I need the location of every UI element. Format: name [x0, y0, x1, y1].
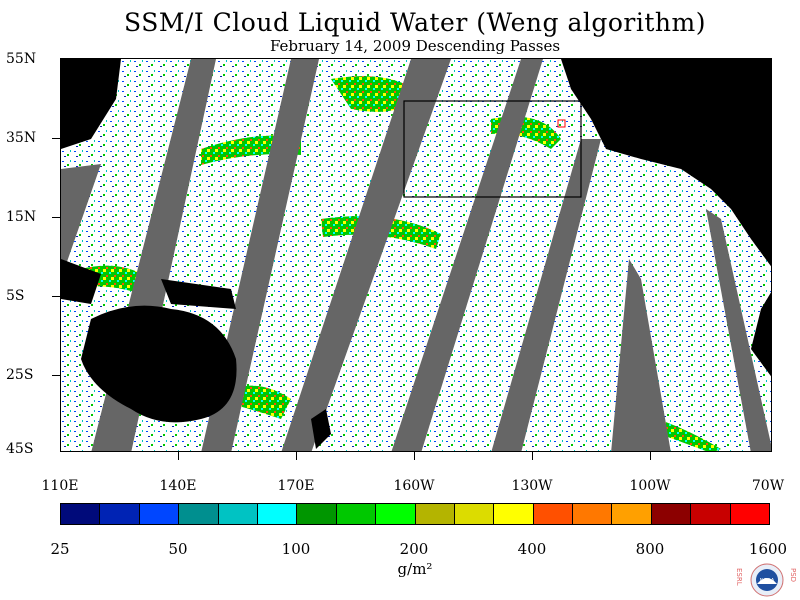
units-label: g/m²: [397, 560, 433, 578]
swath-gap: [391, 59, 543, 451]
lat-tick: [52, 138, 60, 139]
cloud-band: [231, 385, 291, 419]
south-america-land: [751, 292, 771, 377]
logo-center-text: NOAA: [760, 578, 775, 584]
new-guinea-land: [161, 279, 236, 309]
lat-tick: [52, 375, 60, 376]
colorbar-label-25: 25: [50, 540, 70, 558]
page-title: SSM/I Cloud Liquid Water (Weng algorithm…: [124, 8, 706, 37]
colorbar-segment-14: [612, 504, 652, 524]
colorbar-segment-5: [257, 504, 298, 524]
noaa-esrl-psd-logo: ESRL NOAA PSD: [735, 563, 797, 597]
colorbar-label-50: 50: [168, 540, 188, 558]
colorbar-segment-0: [61, 504, 101, 524]
southeast-asia-land: [61, 259, 101, 304]
colorbar-segment-13: [573, 504, 613, 524]
new-zealand-land: [311, 409, 331, 449]
colorbar-label-800: 800: [635, 540, 665, 558]
lat-label-15n: 15N: [6, 209, 37, 225]
colorbar-segment-16: [691, 504, 731, 524]
red-marker: [557, 119, 566, 128]
colorbar-segment-17: [730, 504, 770, 524]
lon-tick: [414, 452, 415, 460]
swath-gap: [61, 164, 101, 279]
page-subtitle: February 14, 2009 Descending Passes: [269, 37, 561, 55]
logo-right-text: PSD: [789, 568, 797, 582]
lon-tick: [532, 452, 533, 460]
lon-label-170e: 170E: [277, 478, 315, 494]
lon-label-110e: 110E: [41, 478, 79, 494]
colorbar-segment-1: [100, 504, 140, 524]
colorbar-segment-3: [179, 504, 219, 524]
swath-gap: [706, 209, 771, 451]
lat-label-5s: 5S: [6, 288, 25, 304]
lon-label-70w: 70W: [751, 478, 785, 494]
colorbar-segment-11: [494, 504, 534, 524]
australia-land: [81, 305, 237, 423]
colorbar-segment-8: [376, 504, 416, 524]
logo-left-text: ESRL: [735, 568, 743, 586]
lat-label-25s: 25S: [6, 367, 34, 383]
colorbar-segment-15: [651, 504, 692, 524]
north-america-land: [561, 59, 771, 267]
swath-gap: [281, 59, 451, 451]
colorbar-segment-12: [533, 504, 574, 524]
lat-tick: [52, 296, 60, 297]
lon-tick: [650, 452, 651, 460]
colorbar-segment-10: [454, 504, 495, 524]
colorbar-label-100: 100: [281, 540, 311, 558]
colorbar-segment-6: [297, 504, 337, 524]
colorbar-segment-2: [139, 504, 180, 524]
swath-gap: [611, 259, 671, 451]
colorbar-label-200: 200: [399, 540, 429, 558]
colorbar-label-1600: 1600: [748, 540, 788, 558]
lon-label-130w: 130W: [511, 478, 553, 494]
cloud-liquid-water-map: [60, 58, 772, 452]
colorbar-label-400: 400: [517, 540, 547, 558]
lon-tick: [296, 452, 297, 460]
lon-label-160w: 160W: [393, 478, 435, 494]
lat-tick: [52, 217, 60, 218]
region-box: [403, 100, 582, 198]
asia-land: [61, 59, 121, 149]
lat-label-45s: 45S: [6, 441, 34, 457]
lat-label-55n: 55N: [6, 51, 37, 67]
colorbar-segment-4: [218, 504, 258, 524]
colorbar: [60, 503, 770, 525]
lon-label-140e: 140E: [159, 478, 197, 494]
colorbar-segment-7: [336, 504, 377, 524]
swath-gap: [491, 139, 601, 451]
lon-tick: [178, 452, 179, 460]
colorbar-segment-9: [415, 504, 455, 524]
lon-label-100w: 100W: [629, 478, 671, 494]
lat-label-35n: 35N: [6, 130, 37, 146]
